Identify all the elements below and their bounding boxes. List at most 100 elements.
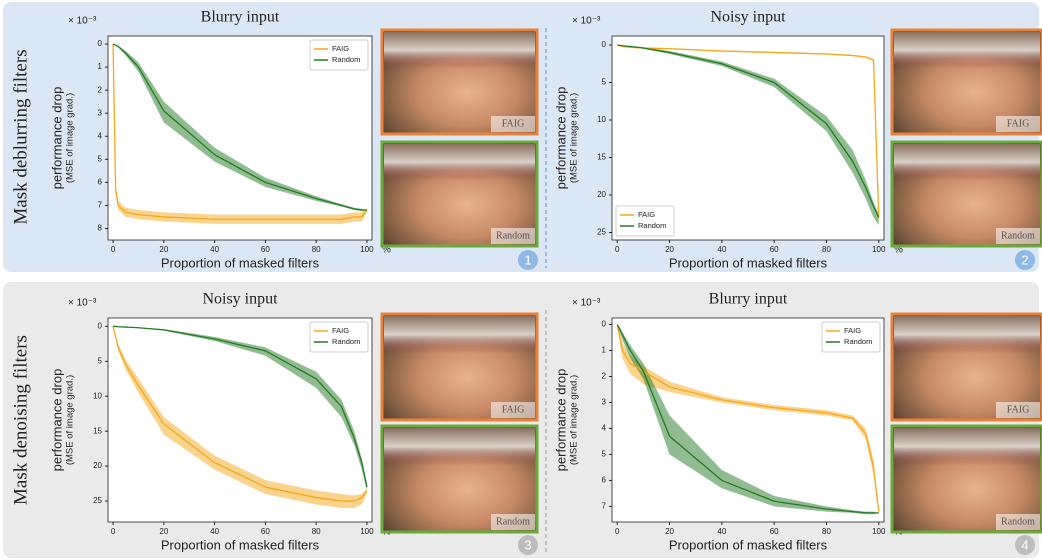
thumbnail-tag bbox=[491, 402, 535, 418]
line bbox=[617, 44, 880, 218]
legend-label: Random bbox=[332, 337, 360, 346]
y-axis-label: performance drop bbox=[553, 87, 568, 190]
thumbnail-tag bbox=[491, 228, 535, 244]
thumbnail-label: FAIG bbox=[502, 404, 525, 415]
y-tick-label: 10 bbox=[93, 391, 102, 400]
y-tick-label: 15 bbox=[597, 153, 606, 162]
line bbox=[616, 324, 880, 512]
x-tick-label: 0 bbox=[111, 245, 116, 254]
x-tick-label: 80 bbox=[822, 245, 831, 254]
badge bbox=[1015, 250, 1035, 270]
x-tick-label: 40 bbox=[210, 527, 219, 536]
legend-label: Random bbox=[844, 337, 872, 346]
y-tick-label: 7 bbox=[98, 201, 103, 210]
error-band bbox=[113, 326, 367, 491]
y-axis-sublabel: (MSE of image grad.) bbox=[569, 93, 580, 183]
line bbox=[617, 44, 880, 218]
legend-label: FAIG bbox=[638, 210, 655, 219]
row-label: Mask denoising filters bbox=[10, 335, 31, 505]
thumbnail-hat bbox=[894, 32, 1040, 69]
thumbnail-label: Random bbox=[496, 230, 530, 241]
thumbnail-label: FAIG bbox=[502, 118, 525, 129]
y-axis-sublabel: (MSE of image grad.) bbox=[65, 375, 76, 465]
line bbox=[112, 44, 368, 220]
thumbnail-tag bbox=[491, 514, 535, 530]
chart-title: Blurry input bbox=[709, 291, 788, 308]
thumbnail-hat bbox=[894, 316, 1040, 354]
x-tick-label: 40 bbox=[210, 245, 219, 254]
y-tick-label: 25 bbox=[93, 496, 102, 505]
y-axis-sublabel: (MSE of image grad.) bbox=[569, 375, 580, 465]
badge-number: 4 bbox=[1021, 537, 1028, 552]
thumbnail-hat bbox=[384, 428, 535, 466]
badge-number: 1 bbox=[524, 252, 531, 267]
x-tick-label: 0 bbox=[111, 527, 116, 536]
x-axis-label: Proportion of masked filters bbox=[161, 255, 320, 270]
line bbox=[112, 43, 367, 211]
thumbnail-tag bbox=[996, 228, 1040, 244]
thumbnail-tag bbox=[491, 116, 535, 132]
x-tick-label: 40 bbox=[717, 245, 726, 254]
x-tick-label: 0 bbox=[615, 527, 620, 536]
y-multiplier: × 10⁻³ bbox=[68, 298, 97, 309]
badge-number: 2 bbox=[1021, 252, 1028, 267]
x-tick-label: 20 bbox=[665, 245, 674, 254]
y-tick-label: 0 bbox=[98, 39, 103, 48]
x-tick-label: 40 bbox=[717, 527, 726, 536]
y-tick-label: 5 bbox=[98, 154, 103, 163]
legend-label: Random bbox=[332, 55, 360, 64]
legend-box bbox=[309, 39, 369, 71]
y-tick-label: 1 bbox=[98, 62, 103, 71]
thumbnail-label: Random bbox=[1001, 230, 1035, 241]
x-axis-label: Proportion of masked filters bbox=[669, 255, 828, 270]
x-tick-label: 100 bbox=[360, 245, 374, 254]
y-tick-label: 6 bbox=[98, 177, 103, 186]
chart-title: Blurry input bbox=[201, 9, 280, 26]
line bbox=[113, 325, 368, 488]
y-tick-label: 7 bbox=[602, 502, 607, 511]
x-tick-label: 20 bbox=[159, 527, 168, 536]
y-axis-label: performance drop bbox=[49, 87, 64, 190]
y-tick-label: 20 bbox=[597, 190, 606, 199]
y-axis-sublabel: (MSE of image grad.) bbox=[65, 93, 76, 183]
x-tick-label: 100 bbox=[872, 245, 886, 254]
row-label: Mask deblurring filters bbox=[10, 49, 31, 224]
y-tick-label: 10 bbox=[597, 115, 606, 124]
thumbnail-hat bbox=[894, 428, 1040, 466]
y-tick-label: 8 bbox=[98, 224, 103, 233]
legend-label: Random bbox=[638, 221, 666, 230]
x-tick-label: 20 bbox=[159, 245, 168, 254]
thumbnail-label: Random bbox=[1001, 516, 1035, 527]
y-tick-label: 2 bbox=[602, 372, 607, 381]
y-axis-label: performance drop bbox=[49, 369, 64, 472]
legend-box bbox=[821, 321, 881, 353]
x-tick-label: 0 bbox=[615, 245, 620, 254]
thumbnail-label: FAIG bbox=[1007, 118, 1030, 129]
y-tick-label: 2 bbox=[98, 85, 103, 94]
badge bbox=[518, 535, 538, 555]
y-multiplier: × 10⁻³ bbox=[572, 298, 601, 309]
y-tick-label: 3 bbox=[98, 108, 103, 117]
badge bbox=[1015, 535, 1035, 555]
thumbnail-hat bbox=[384, 144, 535, 181]
y-tick-label: 1 bbox=[602, 346, 607, 355]
x-tick-label: 80 bbox=[312, 245, 321, 254]
y-tick-label: 6 bbox=[602, 476, 607, 485]
thumbnail-hat bbox=[384, 32, 535, 69]
y-axis-label: performance drop bbox=[553, 369, 568, 472]
badge-number: 3 bbox=[524, 537, 531, 552]
thumbnail-tag bbox=[996, 402, 1040, 418]
x-tick-label: 60 bbox=[770, 527, 779, 536]
y-tick-label: 5 bbox=[602, 450, 607, 459]
badge bbox=[518, 250, 538, 270]
x-axis-label: Proportion of masked filters bbox=[161, 537, 320, 552]
x-tick-label: 100 bbox=[360, 527, 374, 536]
y-multiplier: × 10⁻³ bbox=[68, 16, 97, 27]
x-unit: % bbox=[894, 245, 903, 256]
x-axis-label: Proportion of masked filters bbox=[669, 537, 828, 552]
legend-label: FAIG bbox=[844, 326, 861, 335]
y-multiplier: × 10⁻³ bbox=[572, 16, 601, 27]
y-tick-label: 25 bbox=[597, 228, 606, 237]
x-tick-label: 60 bbox=[770, 245, 779, 254]
